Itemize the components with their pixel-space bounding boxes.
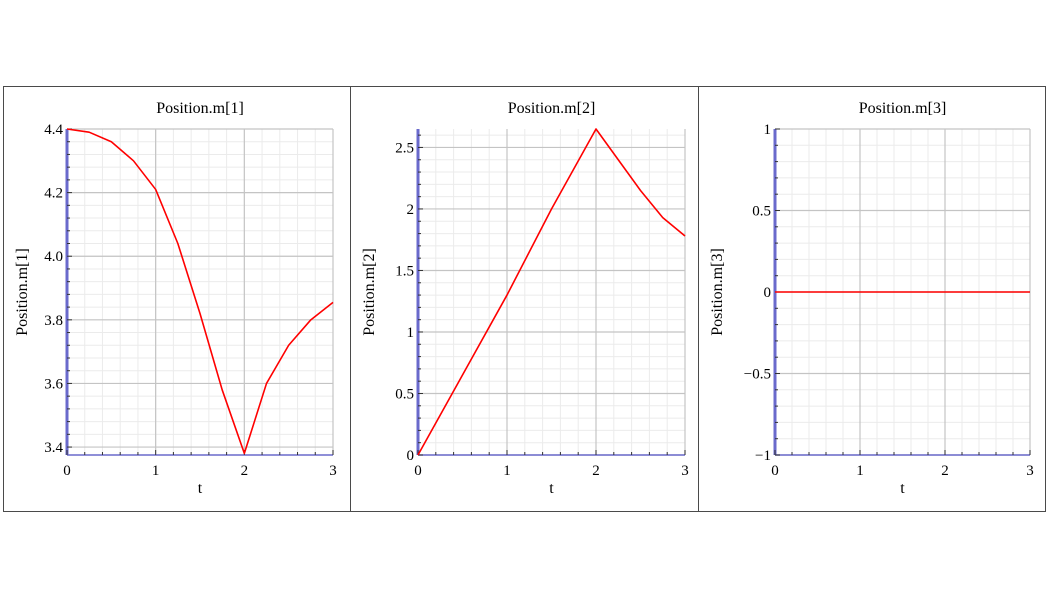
plot-m3-svg: 0 1 2 3 −1 −0.5 0 0.5 1 Position.m[3] t Position.m[… (709, 100, 1034, 497)
y-tick-label: −0.5 (744, 367, 771, 383)
y-axis-label: Position.m[1] (14, 248, 31, 336)
y-tick-label: 4.4 (44, 122, 63, 138)
y-tick-label: 0 (764, 285, 772, 301)
chart-title: Position.m[3] (859, 100, 947, 117)
y-tick-label: 0.5 (395, 386, 414, 402)
plot-panel-position-m1: 0 1 2 3 3.4 3.6 3.8 4.0 4.2 4.4 Position.m[1] t Posi… (4, 87, 351, 511)
x-tick-label: 1 (152, 463, 160, 479)
y-tick-label: 4.0 (44, 249, 63, 265)
x-tick-label: 2 (241, 463, 249, 479)
y-tick-label: 1 (407, 325, 415, 341)
x-tick-label: 0 (771, 463, 779, 479)
panel-divider (350, 87, 351, 511)
y-tick-label: 3.4 (44, 440, 63, 456)
x-axis-label: t (198, 480, 203, 497)
x-tick-label: 1 (503, 463, 511, 479)
x-tick-label: 2 (941, 463, 949, 479)
plot-panel-position-m3: 0 1 2 3 −1 −0.5 0 0.5 1 Position.m[3] t Position.m[… (699, 87, 1045, 511)
x-tick-label: 3 (1026, 463, 1034, 479)
x-axis-label: t (900, 480, 905, 497)
x-tick-label: 3 (681, 463, 689, 479)
x-tick-label: 3 (329, 463, 337, 479)
y-axis-label: Position.m[2] (361, 248, 378, 336)
y-tick-label: 3.6 (44, 376, 63, 392)
plot-m2-svg: 0 1 2 3 0 0.5 1 1.5 2 2.5 Position.m[2] t Position.m… (361, 100, 689, 497)
figure-frame: 0 1 2 3 3.4 3.6 3.8 4.0 4.2 4.4 Position.m[1] t Posi… (3, 86, 1046, 512)
y-tick-label: 0.5 (752, 204, 771, 220)
panel-divider (698, 87, 699, 511)
plot-m1-svg: 0 1 2 3 3.4 3.6 3.8 4.0 4.2 4.4 Position.m[1] t Posi… (14, 100, 337, 497)
y-tick-label: 2 (407, 202, 415, 218)
y-tick-label: 0 (407, 448, 415, 464)
x-tick-label: 1 (856, 463, 864, 479)
y-axis-label: Position.m[3] (709, 248, 726, 336)
y-tick-label: 4.2 (44, 186, 63, 202)
x-tick-label: 0 (63, 463, 71, 479)
chart-title: Position.m[2] (508, 100, 596, 117)
series-line (417, 128, 686, 456)
plot-panel-position-m2: 0 1 2 3 0 0.5 1 1.5 2 2.5 Position.m[2] t Position.m… (351, 87, 698, 511)
y-tick-label: 3.8 (44, 313, 63, 329)
x-tick-label: 2 (592, 463, 600, 479)
x-tick-label: 0 (414, 463, 422, 479)
y-tick-label: 2.5 (395, 140, 414, 156)
series-line (66, 128, 334, 455)
y-tick-label: 1.5 (395, 263, 414, 279)
x-axis-label: t (549, 480, 554, 497)
y-tick-label: −1 (755, 448, 771, 464)
y-tick-label: 1 (764, 122, 772, 138)
chart-title: Position.m[1] (156, 100, 244, 117)
